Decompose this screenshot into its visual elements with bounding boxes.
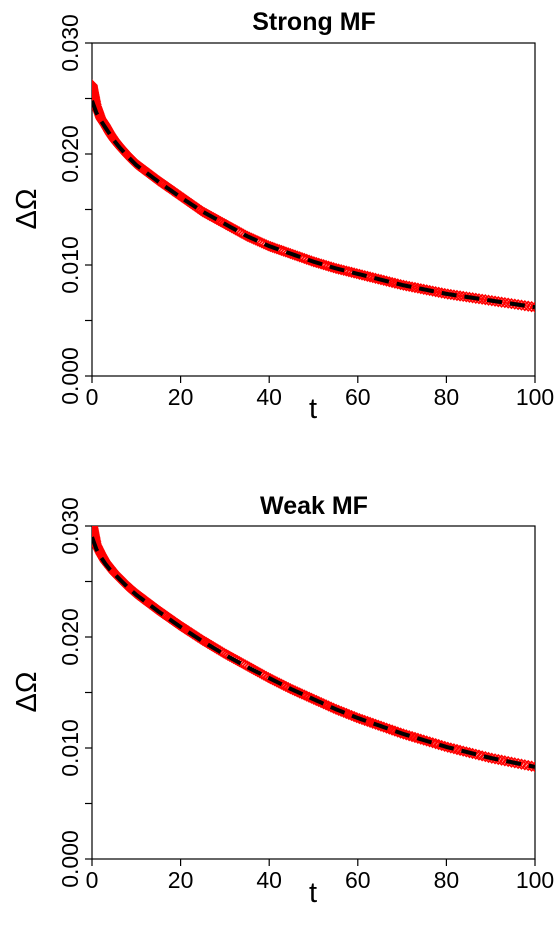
plot-area: [92, 526, 535, 773]
fit-line: [92, 536, 535, 769]
x-axis: 0 20 40 60 80 100: [86, 376, 554, 410]
data-point: [433, 286, 445, 298]
data-point: [457, 745, 469, 757]
y-axis-label: ΔΩ: [11, 188, 43, 229]
data-point: [325, 701, 337, 713]
data-point: [479, 750, 492, 763]
x-axis-label: t: [309, 877, 317, 909]
x-tick-label: 0: [86, 867, 99, 893]
data-point: [476, 750, 488, 762]
data-point: [389, 725, 401, 737]
chart-weak-mf: Weak MF 0 20 40 60 80 100 0.000 0.010 0.020 0.03…: [11, 492, 554, 909]
x-tick-label: 60: [345, 867, 371, 893]
y-tick-label: 0.000: [57, 830, 83, 888]
x-tick-label: 40: [256, 867, 282, 893]
data-point: [412, 732, 424, 744]
y-tick-label: 0.010: [57, 719, 83, 777]
data-point: [348, 710, 360, 723]
data-point: [454, 744, 466, 756]
data-point: [367, 717, 379, 729]
data-point: [343, 708, 355, 721]
x-tick-label: 20: [168, 867, 194, 893]
data-point: [364, 716, 376, 729]
data-point: [322, 700, 335, 712]
y-tick-label: 0.020: [57, 608, 83, 666]
data-point: [522, 759, 534, 772]
x-axis-label: t: [309, 393, 317, 425]
x-tick-label: 40: [256, 384, 282, 410]
x-tick-label: 100: [516, 867, 554, 893]
data-point: [433, 738, 445, 751]
series-layer: [92, 79, 535, 313]
y-tick-label: 0.020: [57, 125, 83, 183]
x-tick-label: 60: [345, 384, 371, 410]
y-tick-label: 0.030: [57, 497, 83, 555]
data-point: [345, 709, 358, 722]
data-point: [522, 300, 534, 312]
y-axis: 0.000 0.010 0.020 0.030: [57, 497, 92, 888]
marker-series: [92, 79, 535, 313]
y-tick-label: 0.030: [57, 14, 83, 72]
data-point: [499, 755, 511, 767]
data-point: [436, 739, 448, 752]
x-tick-label: 20: [168, 384, 194, 410]
chart-title: Strong MF: [252, 8, 376, 36]
y-axis: 0.000 0.010 0.020 0.030: [57, 14, 92, 405]
data-point: [386, 724, 398, 736]
fit-line: [92, 100, 535, 310]
data-point: [525, 760, 535, 772]
x-axis: 0 20 40 60 80 100: [86, 859, 554, 893]
y-tick-label: 0.000: [57, 347, 83, 405]
data-point: [369, 718, 382, 730]
data-point: [392, 726, 404, 738]
series-layer: [92, 526, 535, 773]
chart-strong-mf: Strong MF 0 20 40 60 80 100 0.0000.0100.0200.…: [11, 8, 554, 425]
y-tick-label: 0.010: [57, 236, 83, 294]
data-point: [502, 755, 514, 768]
x-tick-label: 100: [516, 384, 554, 410]
chart-title: Weak MF: [260, 492, 368, 520]
x-tick-label: 0: [86, 384, 99, 410]
data-point: [529, 301, 535, 313]
x-tick-label: 80: [434, 384, 460, 410]
data-point: [519, 759, 531, 771]
data-point: [436, 287, 448, 299]
y-axis-label: ΔΩ: [11, 671, 43, 712]
plot-area: [92, 79, 535, 313]
data-point: [409, 731, 421, 744]
data-point: [429, 737, 442, 750]
x-tick-label: 80: [434, 867, 460, 893]
data-point: [451, 743, 463, 756]
